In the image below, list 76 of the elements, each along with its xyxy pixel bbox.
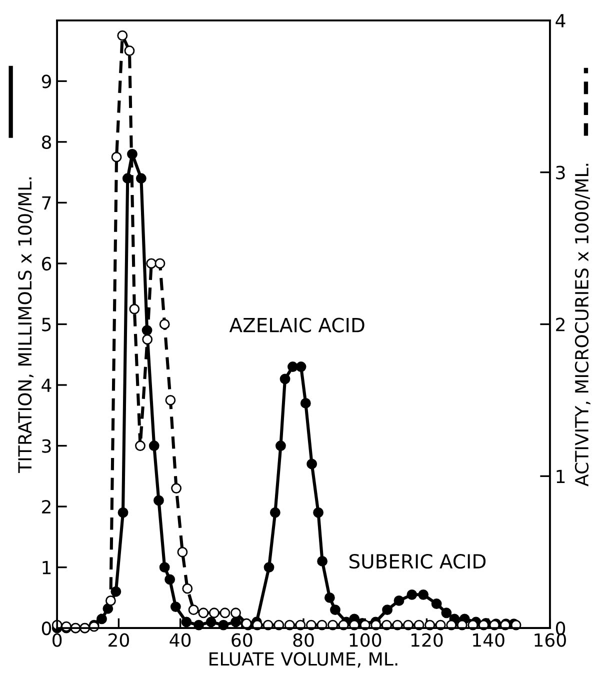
- x-tick-label: 40: [170, 633, 191, 647]
- y-tick-label: 3: [42, 439, 51, 453]
- y-tick-label: 6: [42, 256, 52, 271]
- point: [198, 608, 209, 618]
- point: [165, 394, 176, 406]
- point: [280, 374, 290, 384]
- point: [288, 362, 298, 372]
- point: [406, 589, 418, 600]
- x-axis-title: ELUATE VOLUME, ML.: [210, 652, 398, 668]
- y-axis-title: TITRATION, MILLIMOLS x 100/ML.: [18, 177, 34, 474]
- point: [264, 562, 274, 573]
- point: [164, 574, 176, 585]
- point: [330, 604, 340, 616]
- point: [418, 589, 429, 600]
- x-tick-label: 160: [534, 633, 566, 647]
- y-tick-label: 4: [42, 378, 52, 392]
- x-tick-label: 100: [350, 633, 382, 647]
- point: [171, 483, 182, 494]
- y-tick-label: 2: [42, 500, 50, 514]
- point: [105, 596, 116, 606]
- y-tick-label: 5: [42, 318, 51, 332]
- point: [313, 507, 324, 518]
- point: [124, 46, 135, 56]
- point: [324, 592, 335, 603]
- y-tick-label: 9: [42, 74, 51, 88]
- y-tick-label: 1: [42, 561, 51, 574]
- point: [146, 258, 157, 269]
- point: [230, 616, 241, 628]
- x-tick-label: 80: [293, 633, 314, 647]
- point: [154, 258, 166, 269]
- point: [306, 458, 318, 470]
- point: [110, 586, 122, 597]
- point: [431, 598, 442, 609]
- annotation: SUBERIC ACID: [350, 554, 486, 569]
- point: [441, 608, 452, 618]
- x-tick-label: 20: [108, 633, 129, 647]
- point: [206, 616, 216, 628]
- point: [136, 173, 146, 184]
- point: [208, 608, 220, 618]
- point: [230, 608, 241, 618]
- point: [270, 507, 280, 518]
- point: [296, 362, 306, 372]
- y-tick-label: 7: [42, 196, 51, 210]
- point: [382, 604, 392, 616]
- x-tick-label: 140: [473, 633, 504, 647]
- point: [154, 495, 164, 506]
- point: [300, 398, 311, 408]
- y2-tick-label: 3: [556, 166, 565, 180]
- point: [177, 546, 188, 558]
- x-tick-label: 0: [52, 633, 62, 647]
- y-tick-label: 8: [42, 135, 51, 150]
- point: [135, 440, 146, 451]
- point: [111, 152, 122, 162]
- point: [220, 608, 230, 618]
- y2-axis-title: ACTIVITY, MICROCURIES x 1000/ML.: [574, 164, 590, 486]
- point: [142, 334, 153, 345]
- y2-tick-label: 2: [556, 318, 564, 332]
- point: [394, 596, 404, 606]
- y2-tick-label: 4: [556, 14, 566, 28]
- point: [148, 440, 160, 451]
- annotation: AZELAIC ACID: [229, 318, 364, 332]
- point: [181, 616, 192, 628]
- point: [188, 604, 199, 616]
- point: [182, 583, 193, 594]
- x-tick-label: 60: [232, 633, 252, 647]
- y2-tick-label: 1: [556, 470, 565, 484]
- point: [317, 556, 328, 566]
- x-tick-label: 120: [411, 633, 443, 647]
- point: [117, 30, 128, 41]
- point: [170, 602, 181, 612]
- point: [118, 507, 128, 518]
- y-tick-label: 0: [42, 622, 52, 636]
- point: [129, 304, 140, 314]
- point: [159, 319, 170, 330]
- point: [159, 562, 170, 573]
- point: [276, 440, 286, 451]
